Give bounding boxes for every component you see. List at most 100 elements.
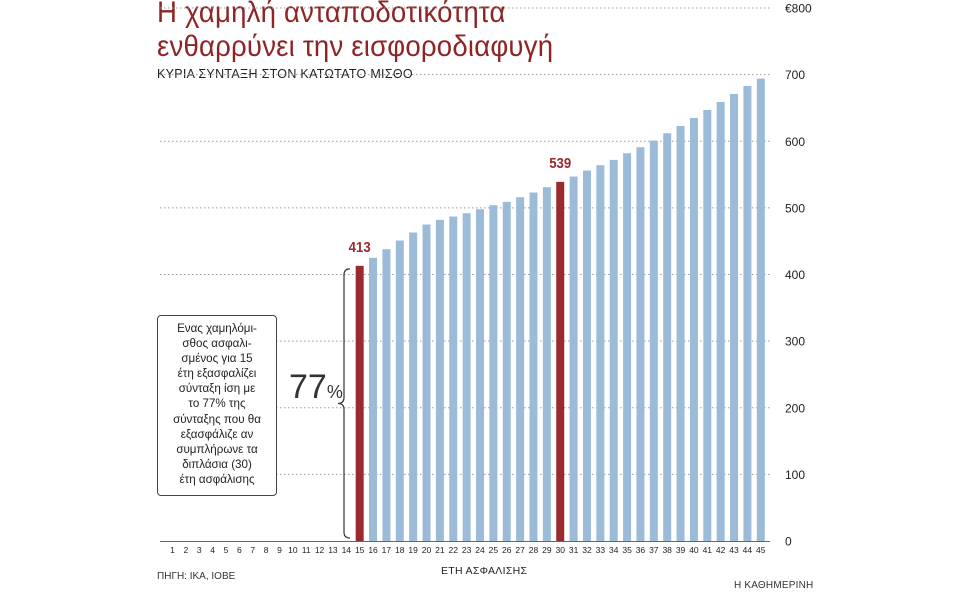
bar — [435, 219, 444, 541]
x-tick-label: 7 — [250, 545, 255, 555]
x-tick-label: 36 — [636, 545, 646, 555]
data-label: 413 — [349, 238, 371, 255]
x-tick-label: 8 — [264, 545, 269, 555]
bar — [355, 265, 364, 541]
x-tick-label: 3 — [197, 545, 202, 555]
y-tick-label: 400 — [785, 268, 805, 282]
x-tick-label: 21 — [435, 545, 445, 555]
x-tick-label: 13 — [328, 545, 338, 555]
x-tick-label: 6 — [237, 545, 242, 555]
x-tick-label: 18 — [395, 545, 405, 555]
x-tick-label: 32 — [582, 545, 592, 555]
x-tick-label: 16 — [368, 545, 378, 555]
chart-title-line1: Η χαμηλή ανταποδοτικότητα — [157, 0, 506, 29]
chart-title: Η χαμηλή ανταποδοτικότητα ενθαρρύνει την… — [157, 0, 553, 64]
x-tick-label: 24 — [475, 545, 485, 555]
y-tick-label: 500 — [785, 201, 805, 215]
x-tick-label: 15 — [355, 545, 365, 555]
bar — [703, 109, 712, 541]
x-tick-label: 9 — [277, 545, 282, 555]
bar — [556, 181, 565, 542]
x-tick-label: 29 — [542, 545, 552, 555]
x-tick-label: 34 — [609, 545, 619, 555]
bar — [382, 249, 391, 541]
x-tick-label: 42 — [716, 545, 726, 555]
bar — [542, 187, 551, 541]
bar — [369, 257, 378, 541]
x-tick-label: 27 — [515, 545, 525, 555]
bar — [422, 224, 431, 541]
x-tick-label: 14 — [342, 545, 352, 555]
x-tick-label: 12 — [315, 545, 325, 555]
annotation-box: Ενας χαμηλόμι- σθος ασφαλι- σμένος για 1… — [157, 315, 277, 496]
data-label: 539 — [549, 154, 571, 171]
y-tick-label: 700 — [785, 68, 805, 82]
chart-subtitle: ΚΥΡΙΑ ΣΥΝΤΑΞΗ ΣΤΟΝ ΚΑΤΩΤΑΤΟ ΜΙΣΘΟ — [157, 67, 413, 81]
bar — [689, 117, 698, 542]
x-tick-label: 30 — [555, 545, 565, 555]
x-tick-label: 44 — [743, 545, 753, 555]
bar — [462, 213, 471, 541]
bar — [649, 140, 658, 542]
x-tick-label: 19 — [408, 545, 418, 555]
y-tick-label: 0 — [785, 535, 792, 549]
x-tick-label: 25 — [489, 545, 499, 555]
x-tick-label: 11 — [302, 545, 311, 555]
bar — [449, 216, 458, 541]
x-tick-label: 38 — [662, 545, 672, 555]
bar — [716, 101, 725, 541]
y-tick-label: 600 — [785, 135, 805, 149]
x-tick-label: 40 — [689, 545, 699, 555]
publisher-credit: Η ΚΑΘΗΜΕΡΙΝΗ — [734, 580, 814, 591]
bar — [756, 78, 765, 541]
x-tick-label: 5 — [224, 545, 229, 555]
bar — [409, 232, 418, 541]
y-tick-label: €800 — [785, 2, 812, 16]
bar — [582, 170, 591, 541]
x-tick-label: 45 — [756, 545, 766, 555]
bar — [676, 125, 685, 542]
x-tick-label: 39 — [676, 545, 686, 555]
bar — [663, 133, 672, 541]
bar — [395, 240, 404, 542]
percent-value: 77 — [289, 368, 327, 406]
x-tick-label: 35 — [622, 545, 632, 555]
bar — [730, 93, 739, 541]
bar — [489, 205, 498, 541]
x-tick-label: 4 — [210, 545, 215, 555]
x-tick-label: 2 — [184, 545, 189, 555]
bar — [743, 85, 752, 542]
y-tick-label: 300 — [785, 335, 805, 349]
x-axis-label: ΕΤΗ ΑΣΦΑΛΙΣΗΣ — [441, 565, 528, 577]
bar — [529, 192, 538, 541]
x-tick-label: 1 — [170, 545, 175, 555]
bar — [516, 197, 525, 541]
x-tick-label: 22 — [449, 545, 459, 555]
percent-annotation: 77% — [289, 368, 343, 407]
bar — [636, 147, 645, 541]
bar — [569, 176, 578, 541]
bar — [623, 153, 632, 541]
x-tick-label: 23 — [462, 545, 472, 555]
x-tick-label: 37 — [649, 545, 659, 555]
x-tick-label: 31 — [569, 545, 579, 555]
x-tick-label: 41 — [703, 545, 713, 555]
x-tick-label: 33 — [596, 545, 606, 555]
x-tick-label: 28 — [529, 545, 539, 555]
bar — [476, 209, 485, 541]
bar — [596, 165, 605, 542]
brace-annotation — [337, 268, 351, 539]
x-tick-label: 20 — [422, 545, 432, 555]
percent-symbol: % — [326, 382, 343, 402]
x-tick-label: 17 — [382, 545, 392, 555]
y-tick-label: 200 — [785, 401, 805, 415]
chart-title-line2: ενθαρρύνει την εισφοροδιαφυγή — [157, 30, 554, 63]
x-tick-label: 10 — [288, 545, 298, 555]
bar — [609, 159, 618, 541]
x-tick-label: 43 — [729, 545, 739, 555]
y-tick-label: 100 — [785, 468, 805, 482]
bar — [502, 201, 511, 541]
x-tick-label: 26 — [502, 545, 512, 555]
source-note: ΠΗΓΗ: ΙΚΑ, ΙΟΒΕ — [157, 571, 236, 582]
